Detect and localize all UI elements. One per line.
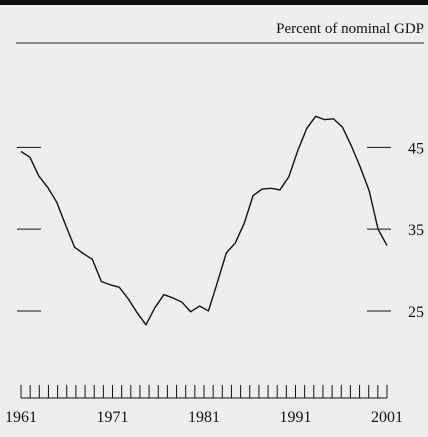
y-axis-right: 25 35 45 <box>367 140 424 321</box>
y-tick-label: 35 <box>408 222 424 239</box>
x-tick-label: 1981 <box>188 409 220 426</box>
chart-subtitle: Percent of nominal GDP <box>276 21 424 37</box>
top-rule <box>0 0 428 5</box>
x-tick-label: 2001 <box>371 409 403 426</box>
y-tick-label: 25 <box>408 304 424 321</box>
x-axis: 1961 1971 1981 1991 2001 <box>5 385 403 426</box>
y-tick-label: 45 <box>408 140 424 157</box>
series-line <box>20 115 388 326</box>
x-tick-label: 1991 <box>280 409 312 426</box>
x-tick-label: 1971 <box>97 409 129 426</box>
x-tick-label: 1961 <box>5 409 37 426</box>
y-axis-left <box>17 146 41 312</box>
